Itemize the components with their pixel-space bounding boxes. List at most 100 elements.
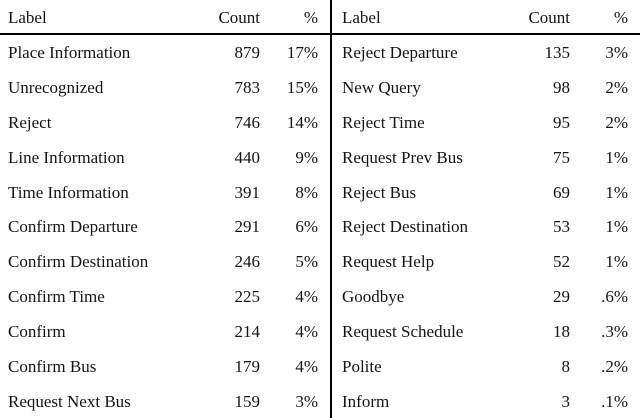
count-column-header: Count [218, 8, 260, 27]
label-cell: Confirm Departure [8, 217, 138, 237]
label-cell: Request Schedule [342, 321, 464, 341]
percent-column-header: % [613, 8, 628, 27]
label-cell: Time Information [8, 182, 129, 202]
percent-cell: .2% [601, 356, 628, 376]
label-column-header: Label [342, 8, 381, 27]
count-cell: 95 [553, 113, 570, 133]
percent-cell: .1% [601, 391, 628, 411]
label-cell: Line Information [8, 147, 125, 167]
count-cell: 225 [234, 287, 261, 307]
table-row: New Query 98 2% [332, 70, 640, 105]
left-table-header-row: Label Count % [0, 0, 330, 33]
table-row: Reject Destination 53 1% [332, 209, 640, 244]
label-cell: Place Information [8, 43, 131, 63]
percent-cell: 15% [286, 78, 318, 98]
label-cell: Confirm [8, 321, 66, 341]
label-cell: Reject Destination [342, 217, 469, 237]
count-cell: 214 [234, 321, 261, 341]
percent-column-header: % [303, 8, 318, 27]
table-row: Confirm Time 225 4% [0, 279, 330, 314]
right-table-body: Reject Departure 135 3% New Query 98 2% … [332, 35, 640, 418]
count-cell: 440 [234, 147, 261, 167]
table-row: Unrecognized 783 15% [0, 70, 330, 105]
count-cell: 18 [553, 321, 570, 341]
percent-cell: .3% [601, 321, 628, 341]
header-rule [0, 33, 640, 35]
count-cell: 159 [234, 391, 261, 411]
table-row: Confirm 214 4% [0, 314, 330, 349]
percent-cell: 2% [605, 78, 628, 98]
table-row: Request Schedule 18 .3% [332, 314, 640, 349]
left-table-body: Place Information 879 17% Unrecognized 7… [0, 35, 330, 418]
table-row: Confirm Departure 291 6% [0, 209, 330, 244]
count-cell: 3 [561, 391, 571, 411]
table-row: Polite 8 .2% [332, 348, 640, 383]
label-cell: Goodbye [342, 287, 405, 307]
count-cell: 179 [234, 356, 261, 376]
count-cell: 783 [234, 78, 261, 98]
label-cell: Unrecognized [8, 78, 104, 98]
count-column-header: Count [528, 8, 570, 27]
label-cell: Confirm Bus [8, 356, 97, 376]
count-cell: 75 [553, 147, 570, 167]
label-cell: Request Help [342, 252, 435, 272]
label-cell: Reject Departure [342, 43, 458, 63]
label-cell: Reject [8, 113, 52, 133]
percent-cell: 3% [605, 43, 628, 63]
table-row: Goodbye 29 .6% [332, 279, 640, 314]
table-row: Inform 3 .1% [332, 383, 640, 418]
label-cell: Reject Time [342, 113, 425, 133]
table-row: Request Next Bus 159 3% [0, 383, 330, 418]
table-row: Request Prev Bus 75 1% [332, 139, 640, 174]
percent-cell: 14% [286, 113, 318, 133]
percent-cell: 1% [605, 217, 628, 237]
count-cell: 8 [561, 356, 571, 376]
table-row: Reject Bus 69 1% [332, 174, 640, 209]
table-row: Place Information 879 17% [0, 35, 330, 70]
percent-cell: 6% [295, 217, 318, 237]
percent-cell: 3% [295, 391, 318, 411]
percent-cell: 1% [605, 252, 628, 272]
table-row: Confirm Destination 246 5% [0, 244, 330, 279]
table-row: Reject 746 14% [0, 105, 330, 140]
count-cell: 29 [553, 287, 570, 307]
count-cell: 98 [553, 78, 570, 98]
percent-cell: 4% [295, 321, 318, 341]
percent-cell: .6% [601, 287, 628, 307]
count-cell: 69 [553, 182, 570, 202]
count-cell: 246 [234, 252, 261, 272]
label-cell: Confirm Destination [8, 252, 149, 272]
percent-cell: 5% [295, 252, 318, 272]
label-cell: Polite [342, 356, 382, 376]
table-row: Line Information 440 9% [0, 139, 330, 174]
count-cell: 391 [234, 182, 261, 202]
table-row: Time Information 391 8% [0, 174, 330, 209]
label-cell: Confirm Time [8, 287, 105, 307]
count-cell: 746 [234, 113, 261, 133]
left-table: Label Count % Place Information 879 17% … [0, 0, 330, 418]
table-row: Reject Departure 135 3% [332, 35, 640, 70]
label-cell: New Query [342, 78, 421, 98]
count-cell: 52 [553, 252, 570, 272]
table-row: Confirm Bus 179 4% [0, 348, 330, 383]
percent-cell: 1% [605, 182, 628, 202]
table-row: Reject Time 95 2% [332, 105, 640, 140]
column-divider-rule [330, 0, 332, 418]
percent-cell: 1% [605, 147, 628, 167]
label-cell: Inform [342, 391, 390, 411]
count-cell: 53 [553, 217, 570, 237]
label-cell: Reject Bus [342, 182, 417, 202]
right-table-header-row: Label Count % [332, 0, 640, 33]
count-cell: 135 [544, 43, 571, 63]
percent-cell: 2% [605, 113, 628, 133]
table-row: Request Help 52 1% [332, 244, 640, 279]
percent-cell: 9% [295, 147, 318, 167]
label-cell: Request Prev Bus [342, 147, 463, 167]
label-cell: Request Next Bus [8, 391, 131, 411]
label-column-header: Label [8, 8, 47, 27]
right-table: Label Count % Reject Departure 135 3% Ne… [332, 0, 640, 418]
count-cell: 879 [234, 43, 261, 63]
percent-cell: 4% [295, 356, 318, 376]
count-cell: 291 [234, 217, 261, 237]
